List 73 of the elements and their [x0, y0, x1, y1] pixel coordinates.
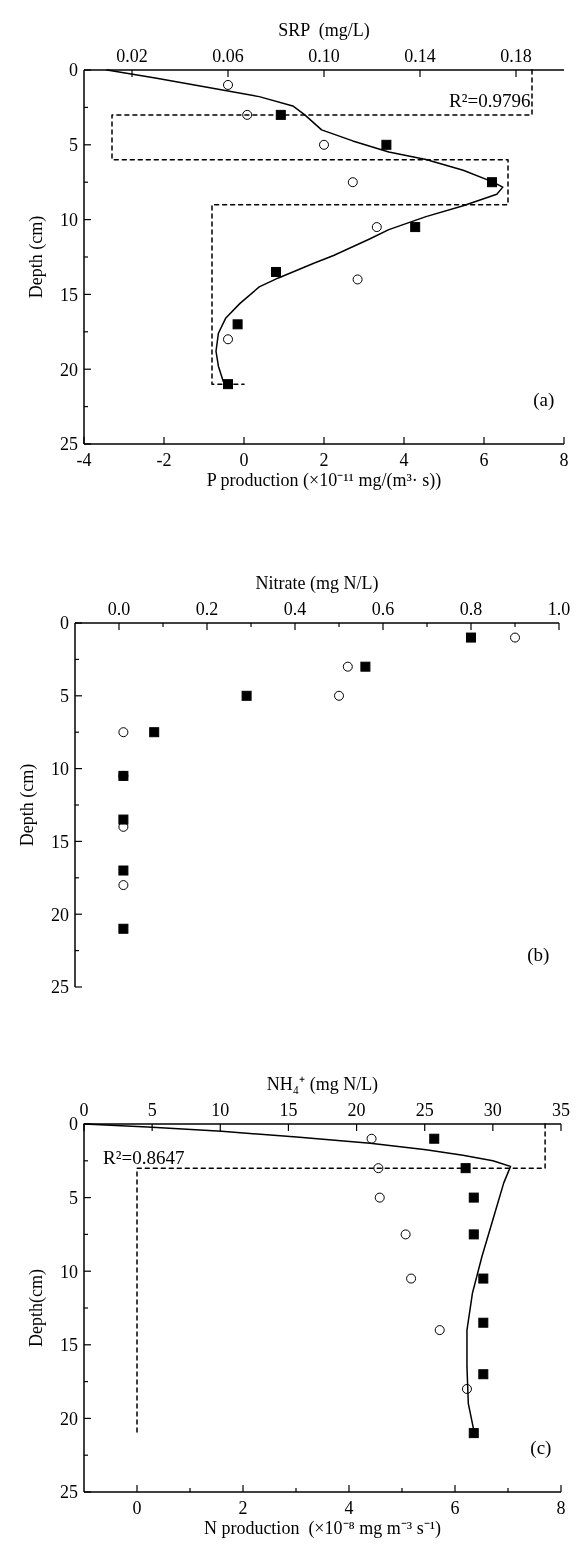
x2-axis-title: NH₄⁺ (mg N/L) — [266, 1074, 379, 1095]
x-tick-label: 4 — [399, 450, 409, 470]
y-tick-label: 25 — [51, 977, 69, 998]
x-tick-label: -4 — [76, 450, 92, 470]
x2-tick-label: 15 — [279, 1100, 298, 1120]
y-tick-label: 15 — [60, 1335, 78, 1356]
annotation: (c) — [530, 1437, 552, 1460]
x2-tick-label: 0.10 — [308, 46, 340, 66]
point — [118, 923, 129, 934]
annotation: (b) — [527, 943, 550, 966]
y-tick-label: 0 — [69, 60, 78, 81]
x-tick-label: 0.2 — [195, 599, 219, 619]
x-tick-label: 8 — [556, 1498, 566, 1518]
x2-tick-label: 0.06 — [212, 46, 244, 66]
y-tick-label: 20 — [60, 1408, 78, 1429]
point — [118, 814, 129, 825]
x-tick-label: 0 — [132, 1498, 142, 1518]
y-tick-label: 5 — [69, 135, 78, 156]
point — [360, 661, 371, 672]
y-tick-label: 20 — [60, 359, 78, 380]
x2-tick-label: 0.18 — [500, 46, 532, 66]
y-tick-label: 10 — [51, 758, 69, 779]
x-axis-title: N production (×10⁻⁸ mg m⁻³ s⁻¹) — [203, 1518, 442, 1539]
point — [334, 690, 344, 701]
point — [342, 661, 353, 672]
y-tick-label: 25 — [60, 434, 78, 455]
point — [510, 632, 520, 643]
y-tick-label: 15 — [51, 831, 69, 852]
x-axis-title: P production (×10⁻¹¹ mg/(m³· s)) — [206, 470, 442, 491]
y-tick-label: 15 — [60, 284, 78, 305]
x2-axis-title: SRP (mg/L) — [278, 20, 370, 41]
x-tick-label: 4 — [344, 1498, 354, 1518]
point — [466, 632, 476, 643]
x2-tick-label: 20 — [347, 1100, 366, 1120]
x-tick-label: 6 — [479, 450, 489, 470]
y-tick-label: 25 — [60, 1482, 78, 1503]
y-tick-label: 0 — [69, 1114, 78, 1135]
annotation: R²=0.9796 — [449, 89, 531, 111]
y-tick-label: 10 — [60, 1261, 78, 1282]
y-axis-title: Depth (cm) — [17, 763, 38, 847]
y-axis-title: Depth (cm) — [26, 215, 47, 299]
y-tick-label: 10 — [60, 209, 78, 230]
y-tick-label: 5 — [69, 1187, 78, 1208]
annotation: R²=0.8647 — [103, 1146, 185, 1168]
x-tick-label: 2 — [238, 1498, 248, 1518]
x-tick-label: 8 — [559, 450, 569, 470]
y-tick-label: 5 — [60, 686, 69, 707]
x-tick-label: 0 — [239, 450, 249, 470]
point — [118, 880, 129, 891]
x2-tick-label: 35 — [552, 1100, 570, 1120]
x-tick-label: 2 — [319, 450, 329, 470]
annotation: (a) — [533, 388, 555, 411]
x-tick-label: 6 — [450, 1498, 460, 1518]
x-tick-label: -2 — [156, 450, 172, 470]
y-tick-label: 20 — [51, 904, 69, 925]
x2-tick-label: 0.02 — [116, 46, 148, 66]
x2-tick-label: 25 — [415, 1100, 434, 1120]
point — [118, 865, 129, 876]
x-tick-label: 0.8 — [459, 599, 483, 619]
x-tick-label: 0.6 — [371, 599, 395, 619]
point — [118, 727, 129, 738]
y-axis-title: Depth(cm) — [26, 1269, 47, 1347]
x-tick-label: 0.4 — [283, 599, 307, 619]
x-tick-label: 1.0 — [547, 599, 571, 619]
x-axis-title: Nitrate (mg N/L) — [255, 573, 379, 594]
point — [241, 690, 252, 701]
x2-tick-label: 0.14 — [404, 46, 436, 66]
x2-tick-label: 5 — [147, 1100, 157, 1120]
y-tick-label: 0 — [60, 613, 69, 634]
point — [149, 727, 160, 738]
x2-tick-label: 10 — [211, 1100, 230, 1120]
x-tick-label: 0.0 — [107, 599, 131, 619]
x2-tick-label: 30 — [483, 1100, 502, 1120]
